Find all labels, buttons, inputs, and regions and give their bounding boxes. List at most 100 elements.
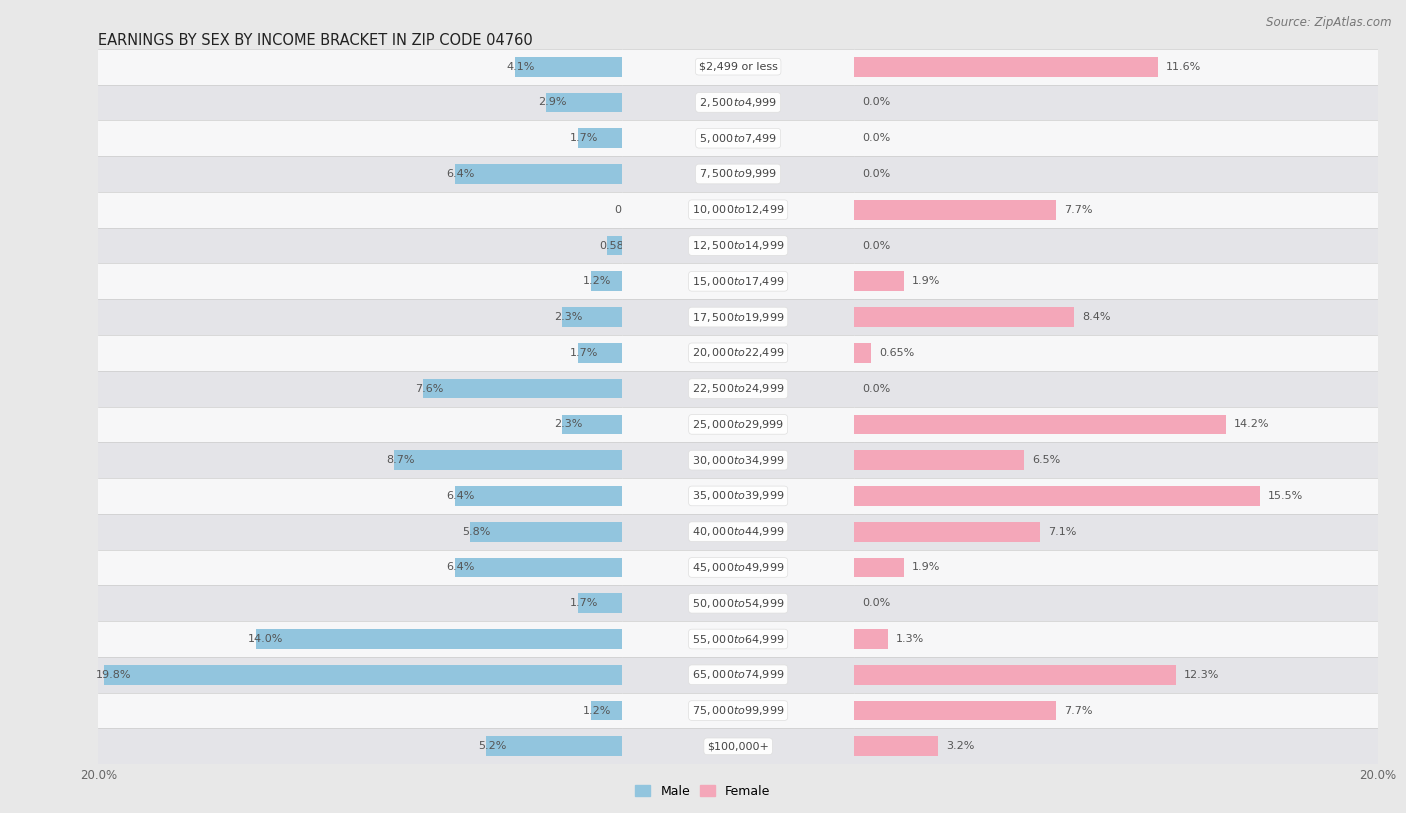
Bar [0, 406, 1406, 442]
Bar [0, 693, 1406, 728]
Bar [0, 406, 1406, 442]
Bar [0, 156, 1406, 192]
Bar [0, 371, 1406, 406]
Text: 14.2%: 14.2% [1234, 420, 1270, 429]
Text: 1.9%: 1.9% [911, 276, 941, 286]
Text: 5.8%: 5.8% [463, 527, 491, 537]
Bar [853, 629, 889, 649]
Text: $75,000 to $99,999: $75,000 to $99,999 [692, 704, 785, 717]
Bar [0, 263, 1406, 299]
Text: 11.6%: 11.6% [1166, 62, 1201, 72]
Text: 0.0%: 0.0% [862, 598, 890, 608]
Text: 6.4%: 6.4% [447, 563, 475, 572]
Text: 0.0%: 0.0% [614, 205, 643, 215]
Bar [0, 192, 1406, 228]
Bar [0, 299, 1406, 335]
Bar [0, 371, 1406, 406]
Text: $15,000 to $17,499: $15,000 to $17,499 [692, 275, 785, 288]
Text: 1.7%: 1.7% [569, 133, 598, 143]
Text: 12.3%: 12.3% [1184, 670, 1219, 680]
Bar [0, 85, 1406, 120]
Bar [0, 693, 1406, 728]
Bar [853, 343, 872, 363]
Text: $35,000 to $39,999: $35,000 to $39,999 [692, 489, 785, 502]
Bar [853, 486, 1260, 506]
Bar [454, 486, 621, 506]
Bar [0, 335, 1406, 371]
Text: 7.1%: 7.1% [1047, 527, 1077, 537]
Text: $10,000 to $12,499: $10,000 to $12,499 [692, 203, 785, 216]
Text: 14.0%: 14.0% [247, 634, 283, 644]
Bar [0, 49, 1406, 85]
Bar [470, 522, 621, 541]
Text: $5,000 to $7,499: $5,000 to $7,499 [699, 132, 778, 145]
Text: $40,000 to $44,999: $40,000 to $44,999 [692, 525, 785, 538]
Bar [0, 728, 1406, 764]
Text: 0.0%: 0.0% [862, 169, 890, 179]
Text: 0.0%: 0.0% [862, 241, 890, 250]
Bar [0, 263, 1406, 299]
Bar [454, 164, 621, 184]
Bar [0, 585, 1406, 621]
Text: 0.0%: 0.0% [862, 133, 890, 143]
Bar [0, 371, 1406, 406]
Text: 6.4%: 6.4% [447, 491, 475, 501]
Bar [104, 665, 621, 685]
Bar [853, 665, 1177, 685]
Text: $2,500 to $4,999: $2,500 to $4,999 [699, 96, 778, 109]
Bar [0, 192, 1406, 228]
Bar [853, 57, 1159, 76]
Bar [578, 343, 621, 363]
Bar [578, 593, 621, 613]
Bar [454, 558, 621, 577]
Bar [578, 128, 621, 148]
Bar [853, 701, 1056, 720]
Bar [853, 450, 1025, 470]
Bar [562, 307, 621, 327]
Text: $100,000+: $100,000+ [707, 741, 769, 751]
Bar [546, 93, 621, 112]
Text: 19.8%: 19.8% [96, 670, 131, 680]
Bar [0, 299, 1406, 335]
Bar [0, 514, 1406, 550]
Bar [394, 450, 621, 470]
Bar [0, 621, 1406, 657]
Bar [853, 415, 1226, 434]
Bar [0, 228, 1406, 263]
Text: $7,500 to $9,999: $7,500 to $9,999 [699, 167, 778, 180]
Text: 2.3%: 2.3% [554, 312, 582, 322]
Bar [0, 550, 1406, 585]
Bar [562, 415, 621, 434]
Bar [607, 236, 621, 255]
Bar [0, 85, 1406, 120]
Bar [0, 335, 1406, 371]
Text: 1.2%: 1.2% [583, 276, 612, 286]
Text: 2.9%: 2.9% [538, 98, 567, 107]
Bar [0, 621, 1406, 657]
Text: 7.6%: 7.6% [415, 384, 444, 393]
Text: 0.58%: 0.58% [599, 241, 634, 250]
Bar [853, 737, 938, 756]
Text: 6.4%: 6.4% [447, 169, 475, 179]
Bar [0, 49, 1406, 85]
Bar [0, 120, 1406, 156]
Text: 15.5%: 15.5% [1268, 491, 1303, 501]
Bar [0, 478, 1406, 514]
Text: 3.2%: 3.2% [946, 741, 974, 751]
Text: EARNINGS BY SEX BY INCOME BRACKET IN ZIP CODE 04760: EARNINGS BY SEX BY INCOME BRACKET IN ZIP… [98, 33, 533, 47]
Text: $55,000 to $64,999: $55,000 to $64,999 [692, 633, 785, 646]
Text: 0.0%: 0.0% [862, 98, 890, 107]
Text: $65,000 to $74,999: $65,000 to $74,999 [692, 668, 785, 681]
Text: 7.7%: 7.7% [1063, 706, 1092, 715]
Bar [591, 701, 621, 720]
Bar [0, 657, 1406, 693]
Bar [0, 120, 1406, 156]
Bar [0, 550, 1406, 585]
Bar [0, 514, 1406, 550]
Text: $17,500 to $19,999: $17,500 to $19,999 [692, 311, 785, 324]
Bar [0, 49, 1406, 85]
Bar [0, 442, 1406, 478]
Bar [0, 228, 1406, 263]
Bar [0, 156, 1406, 192]
Text: $30,000 to $34,999: $30,000 to $34,999 [692, 454, 785, 467]
